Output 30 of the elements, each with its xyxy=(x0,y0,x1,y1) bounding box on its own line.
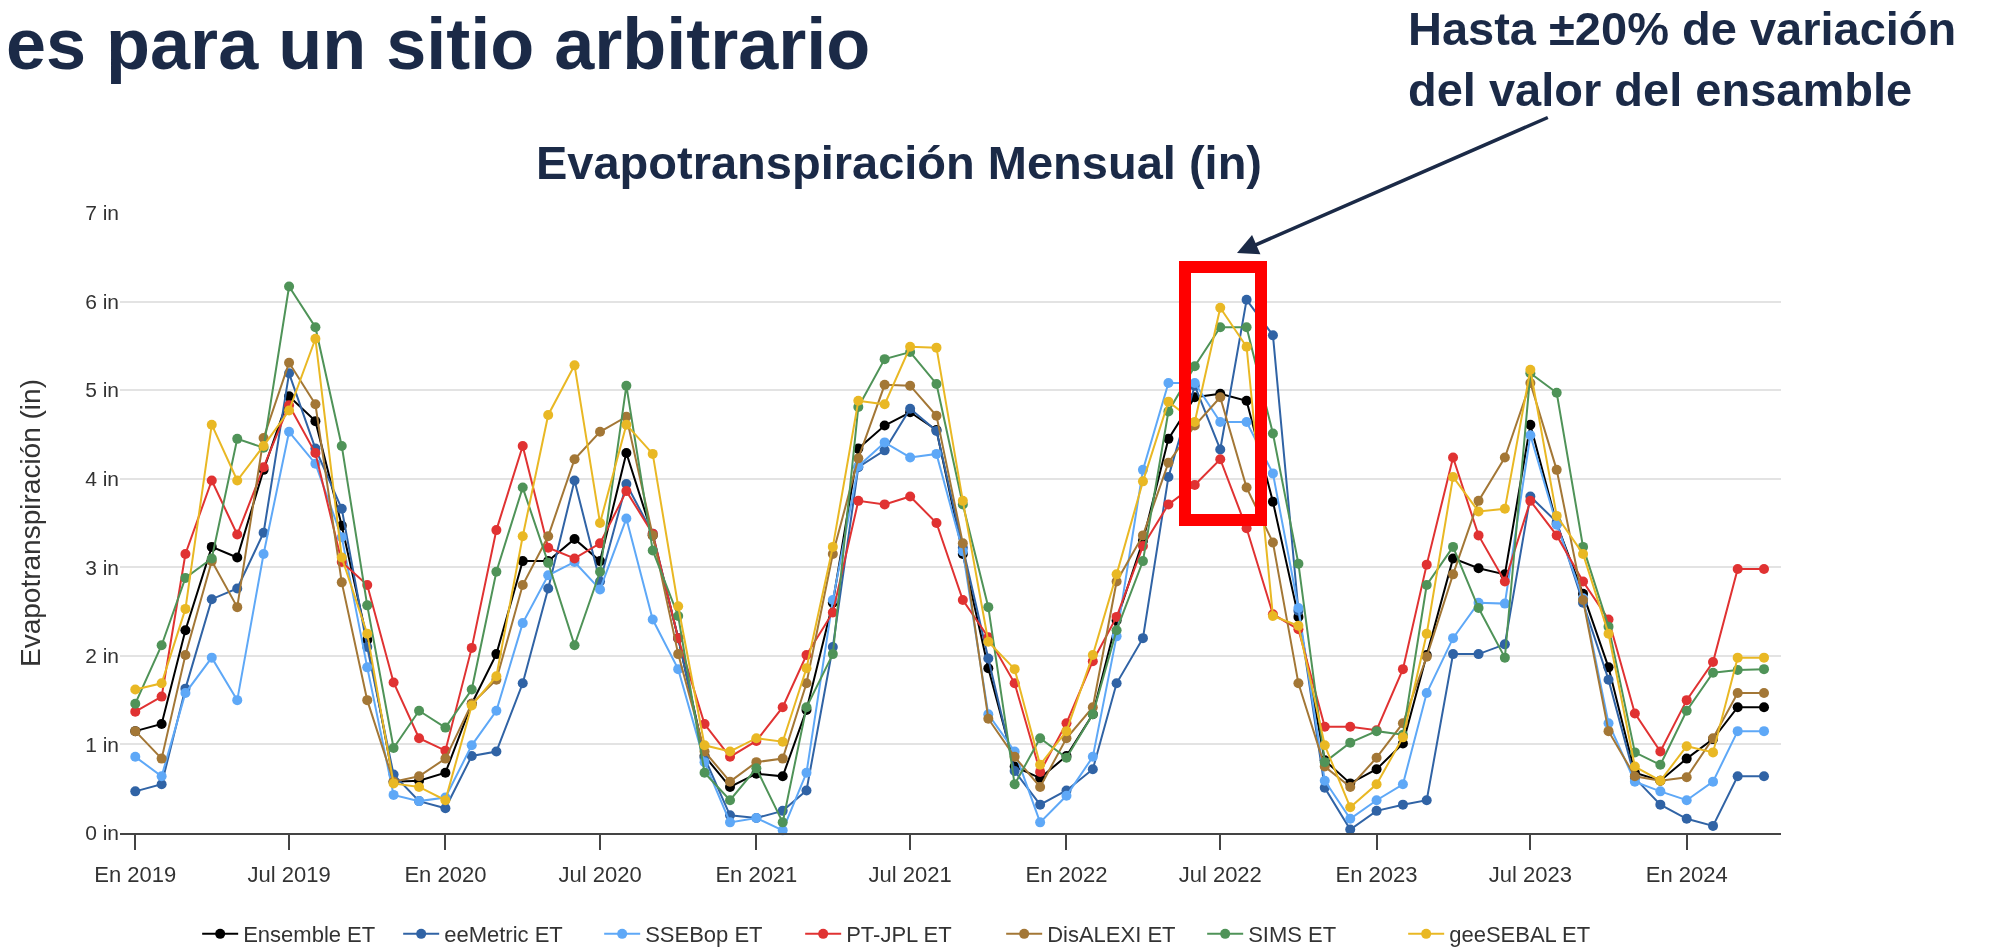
y-tick-label: 3 in xyxy=(85,555,119,579)
y-tick-label: 1 in xyxy=(85,732,119,756)
text: Hasta ±20% de variación del valor del ensamble xyxy=(1408,2,1957,117)
y-axis-title: Evapotranspiración (in) xyxy=(14,379,46,667)
y-tick-label: 0 in xyxy=(85,821,119,845)
legend-label: geeSEBAL ET xyxy=(1449,922,1591,948)
x-tick-label: En 2024 xyxy=(1645,862,1728,888)
x-tick-label: En 2021 xyxy=(715,862,798,888)
y-tick-label: 2 in xyxy=(85,644,119,668)
legend-label: Ensemble ET xyxy=(243,922,376,948)
x-tick-label: En 2022 xyxy=(1025,862,1108,888)
x-tick-label: Jul 2021 xyxy=(868,862,952,888)
legend-label: SIMS ET xyxy=(1248,922,1337,948)
x-tick-label: En 2020 xyxy=(404,862,487,888)
chart-title: Evapotranspiración Mensual (in) xyxy=(535,136,1263,190)
text: es para un sitio arbitrario xyxy=(6,4,871,84)
legend-label: PT-JPL ET xyxy=(846,922,952,948)
legend-label: eeMetric ET xyxy=(444,922,563,948)
x-tick-label: Jul 2023 xyxy=(1488,862,1572,888)
x-tick-label: Jul 2020 xyxy=(558,862,642,888)
y-tick-label: 5 in xyxy=(85,378,119,402)
x-tick-label: En 2023 xyxy=(1335,862,1418,888)
y-tick-label: 6 in xyxy=(85,289,119,313)
legend-label: DisALEXI ET xyxy=(1047,922,1176,948)
x-tick-label: En 2019 xyxy=(94,862,177,888)
x-tick-label: Jul 2022 xyxy=(1178,862,1262,888)
x-tick-label: Jul 2019 xyxy=(247,862,331,888)
legend-label: SSEBop ET xyxy=(645,922,763,948)
y-tick-label: 4 in xyxy=(85,467,119,491)
y-tick-label: 7 in xyxy=(85,201,119,225)
